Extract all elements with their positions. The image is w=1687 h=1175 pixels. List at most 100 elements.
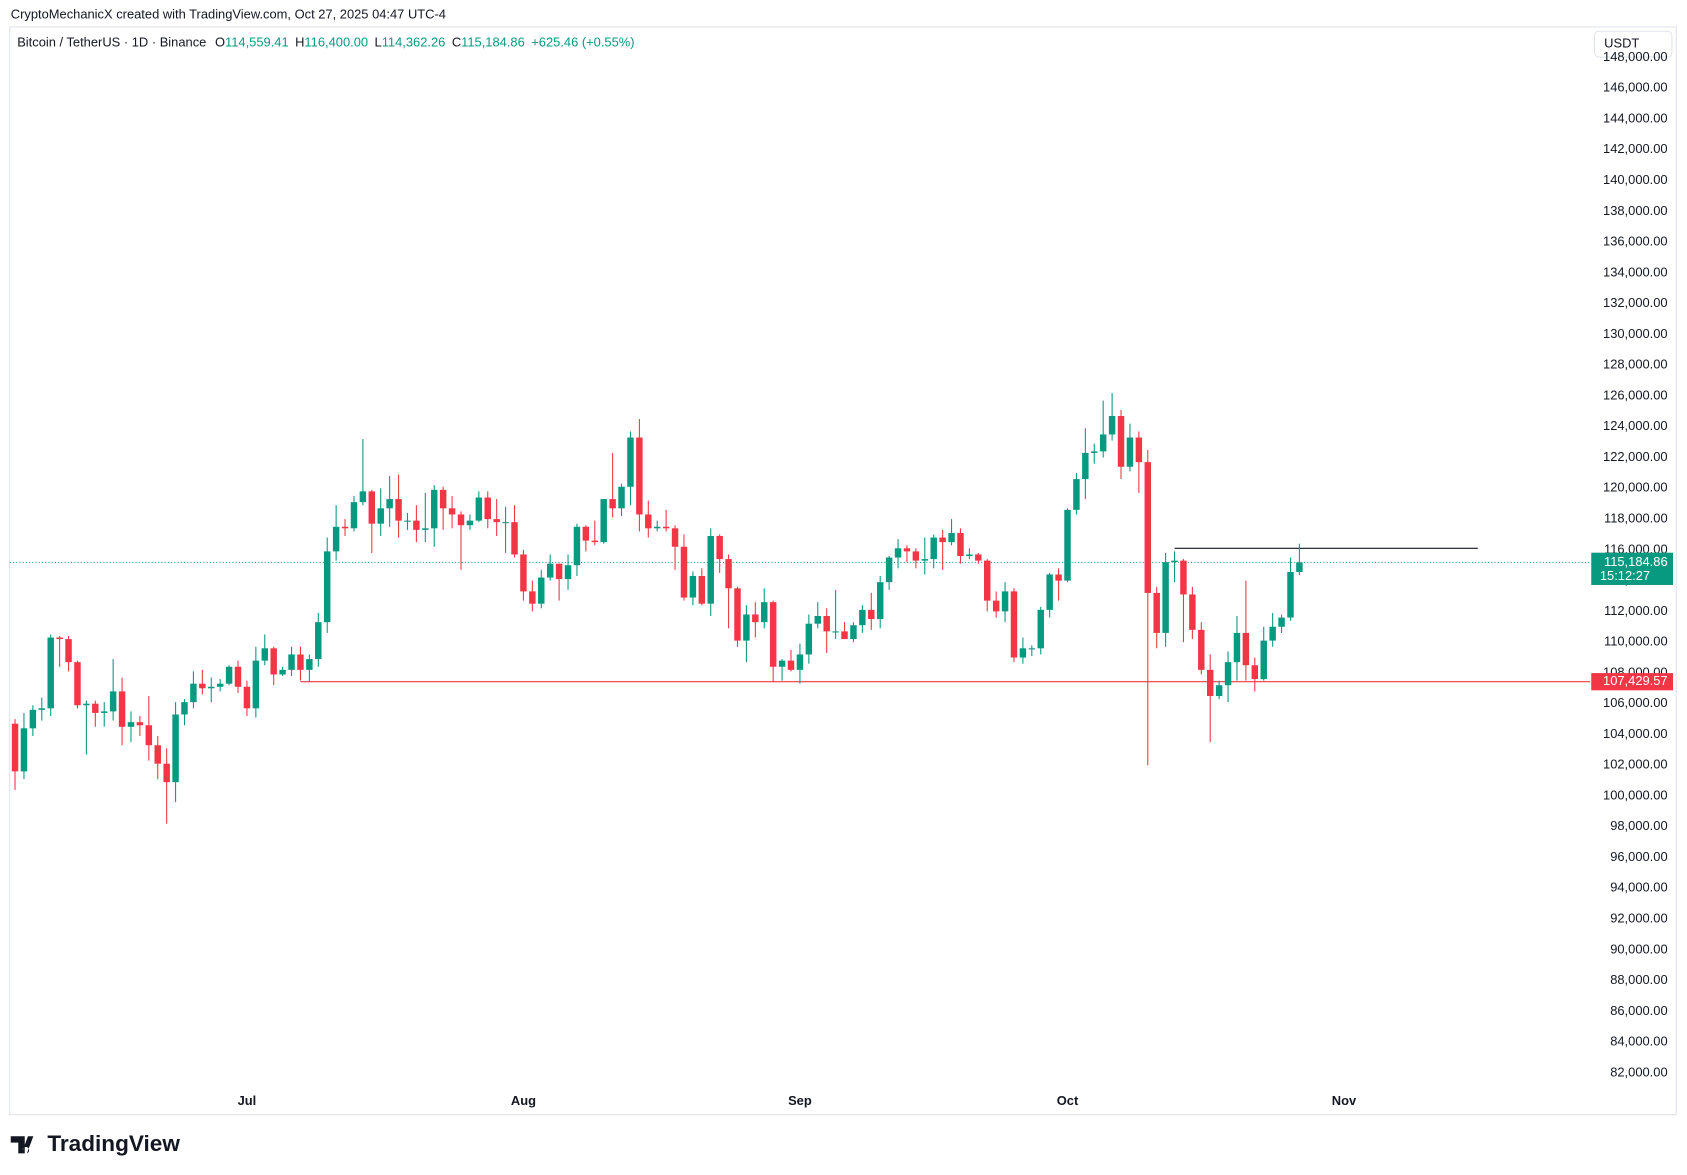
candle-body: [1198, 629, 1205, 670]
candle-body: [984, 560, 991, 601]
candle-body: [627, 437, 634, 487]
candle-body: [118, 691, 126, 727]
candle-body: [288, 654, 295, 670]
candle-body: [83, 703, 90, 706]
frame: [9, 26, 1677, 1116]
legend-label: C: [452, 35, 461, 50]
legend-value: 114,362.26: [382, 35, 446, 50]
y-tick-label: 88,000.00: [1610, 972, 1667, 987]
candle-body: [252, 660, 260, 709]
candle-body: [74, 662, 81, 706]
legend-label: H: [295, 35, 304, 50]
candle-body: [912, 551, 920, 561]
candle-body: [261, 648, 269, 661]
candle-body: [876, 582, 884, 620]
candle-body: [1010, 591, 1018, 658]
y-tick-label: 98,000.00: [1610, 818, 1667, 833]
candle-body: [502, 522, 509, 524]
y-tick-label: 94,000.00: [1610, 880, 1667, 895]
y-tick-label: 134,000.00: [1603, 264, 1668, 279]
legend-value: 114,559.41: [225, 35, 289, 50]
candle-body: [752, 614, 759, 623]
level-price-box: [1591, 673, 1674, 691]
y-tick-label: 124,000.00: [1603, 418, 1668, 433]
currency[interactable]: USDT: [1604, 36, 1639, 51]
candle-body: [823, 616, 830, 632]
symbol: Bitcoin / TetherUS · 1D · Binance: [17, 35, 206, 50]
candle-body: [270, 648, 277, 675]
y-tick-label: 112,000.00: [1604, 603, 1668, 618]
candle-body: [662, 526, 670, 529]
candle-body: [216, 683, 224, 687]
candle-body: [38, 708, 46, 710]
candle-body: [65, 639, 72, 663]
candle-body: [1108, 415, 1116, 435]
candle-body: [992, 600, 1000, 612]
candle-body: [680, 546, 688, 598]
candle-body: [761, 602, 768, 623]
candle-body: [315, 622, 322, 660]
y-tick-label: 122,000.00: [1603, 449, 1668, 464]
candle-body: [814, 616, 821, 624]
legend-value: 115,184.86: [461, 35, 525, 50]
legend-value: 116,400.00: [304, 35, 368, 50]
candle-body: [47, 637, 54, 709]
candle-body: [600, 499, 607, 543]
x-tick-label: Jul: [238, 1093, 257, 1108]
candle-body: [1206, 669, 1214, 697]
candle-body: [29, 709, 37, 729]
candle-body: [350, 502, 358, 529]
candle-body: [199, 683, 206, 689]
candle-body: [930, 537, 937, 560]
y-tick-label: 126,000.00: [1603, 387, 1668, 402]
candle-body: [109, 691, 117, 712]
candle-body: [1260, 640, 1267, 680]
candle-body: [243, 686, 251, 709]
candle-body: [769, 602, 777, 667]
candle-body: [564, 565, 572, 580]
candle-body: [1046, 574, 1053, 610]
y-tick-label: 132,000.00: [1603, 295, 1668, 310]
candle-body: [466, 520, 474, 526]
y-tick-label: 130,000.00: [1603, 326, 1668, 341]
candle-body: [1269, 626, 1276, 641]
candle-body: [850, 625, 857, 640]
candle-body: [868, 609, 875, 620]
currency-box[interactable]: [1593, 30, 1673, 58]
candle-body: [323, 551, 331, 623]
candle-body: [538, 577, 545, 604]
brand: TradingView: [47, 1131, 180, 1156]
candle-body: [431, 489, 438, 529]
candle-body: [413, 520, 420, 530]
candle-body: [1162, 562, 1169, 633]
candle-body: [1153, 592, 1160, 633]
candle-body: [1251, 665, 1259, 680]
candle-body: [903, 548, 911, 552]
candle-body: [279, 669, 286, 675]
candle-body: [422, 528, 429, 530]
candle-body: [671, 528, 679, 547]
y-tick-label: 90,000.00: [1610, 941, 1667, 956]
price-box: [1591, 552, 1674, 585]
legend-label: O: [215, 35, 225, 50]
candle-body: [618, 486, 625, 509]
candle-body: [707, 535, 714, 604]
candle-body: [778, 660, 786, 667]
y-tick-label: 92,000.00: [1610, 911, 1667, 926]
y-tick-label: 106,000.00: [1603, 695, 1668, 710]
candle-body: [1073, 479, 1080, 510]
y-tick-label: 140,000.00: [1603, 172, 1668, 187]
candle-body: [805, 623, 813, 655]
candle-body: [689, 576, 697, 598]
candle-body: [609, 499, 616, 509]
candle-body: [359, 491, 367, 503]
candle-body: [484, 497, 491, 520]
candle-body: [20, 728, 28, 772]
candle-body: [127, 722, 135, 727]
y-tick-label: 116,000.00: [1604, 541, 1668, 556]
candle-body: [11, 723, 19, 772]
candle-body: [975, 554, 982, 561]
candle-body: [948, 532, 955, 543]
